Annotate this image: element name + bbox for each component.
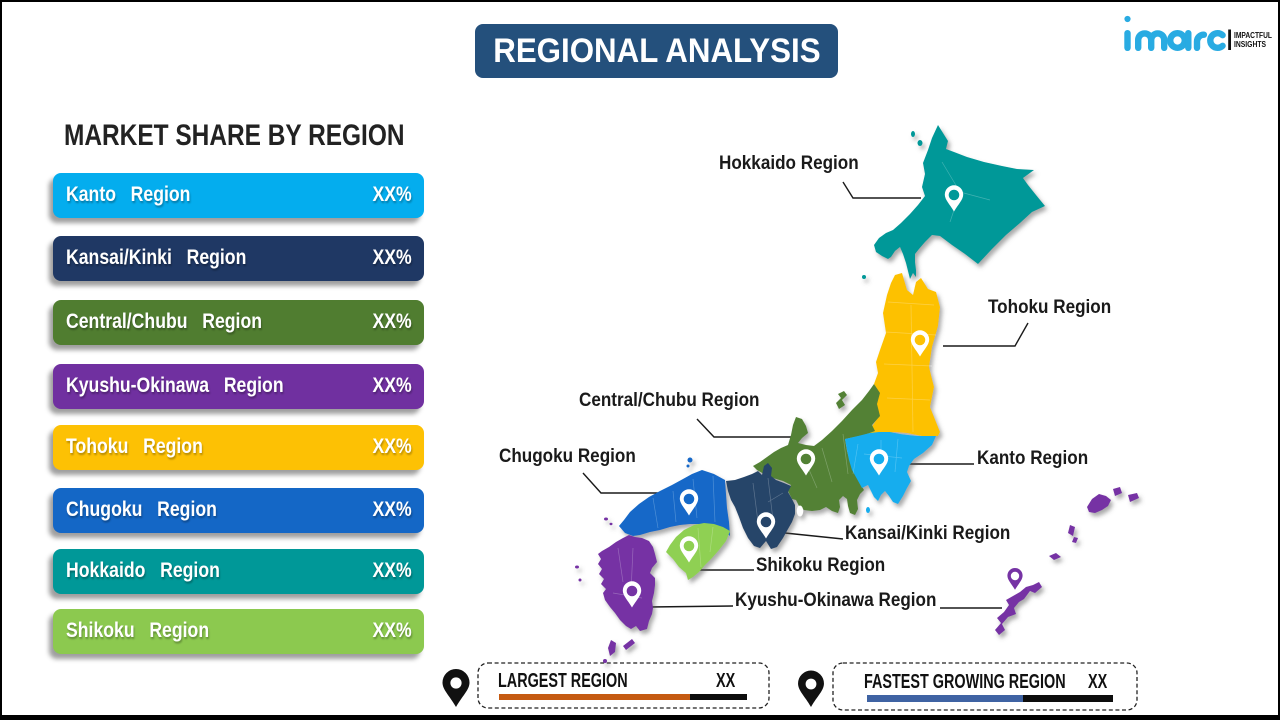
svg-text:IMPACTFUL: IMPACTFUL bbox=[1234, 31, 1272, 40]
svg-text:INSIGHTS: INSIGHTS bbox=[1234, 40, 1267, 49]
